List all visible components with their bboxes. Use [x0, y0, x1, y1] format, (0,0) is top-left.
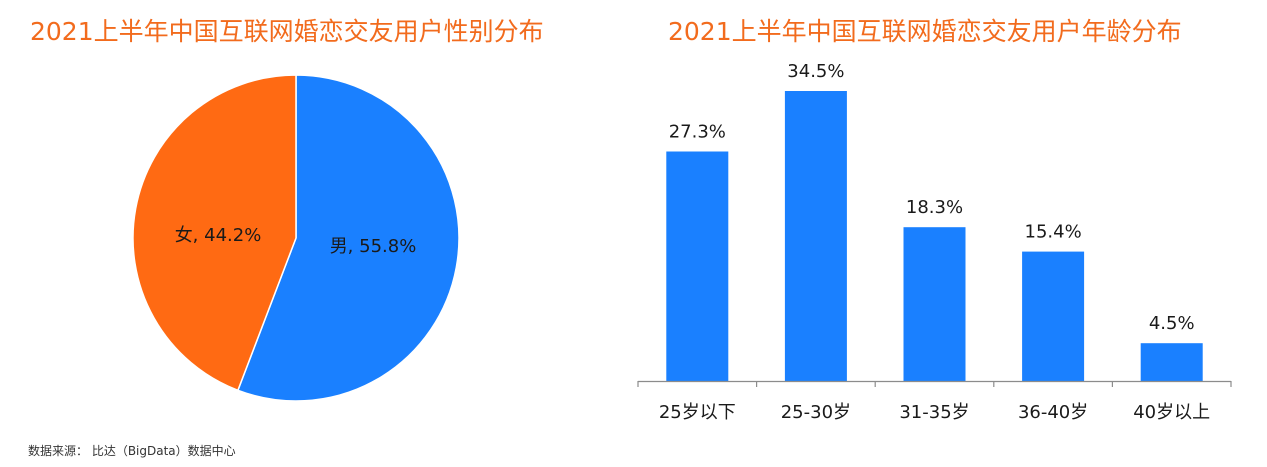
bar-5 — [1140, 343, 1203, 381]
pie-slice-male — [236, 74, 460, 402]
bar-value-label: 15.4% — [1025, 222, 1082, 243]
gender-chart-title: 2021上半年中国互联网婚恋交友用户性别分布 — [30, 17, 544, 46]
bar-value-label: 4.5% — [1149, 313, 1195, 334]
pie-label-male: 男, 55.8% — [330, 236, 417, 257]
bar-2 — [784, 91, 847, 381]
pie-slice-female — [132, 74, 297, 392]
age-chart-title: 2021上半年中国互联网婚恋交友用户年龄分布 — [668, 17, 1182, 46]
bar-value-label: 18.3% — [906, 197, 963, 218]
x-tick-label: 31-35岁 — [899, 402, 969, 423]
x-tick-label: 25岁以下 — [659, 402, 736, 423]
age-bar-chart: 27.3% 25岁以下 34.5% 25-30岁 18.3% 31-35岁 15.4% 36-… — [637, 61, 1232, 423]
bar-1 — [666, 151, 729, 381]
bar-value-label: 27.3% — [669, 122, 726, 143]
bar-value-label: 34.5% — [787, 61, 844, 82]
x-tick-label: 25-30岁 — [781, 402, 851, 423]
bar-3 — [903, 227, 966, 381]
gender-pie-chart: 男, 55.8% 女, 44.2% — [132, 74, 460, 402]
pie-label-female: 女, 44.2% — [175, 225, 262, 246]
bar-4 — [1022, 251, 1085, 381]
source-note: 数据来源： 比达（BigData）数据中心 — [28, 444, 236, 458]
x-tick-label: 40岁以上 — [1133, 402, 1210, 423]
x-tick-label: 36-40岁 — [1018, 402, 1088, 423]
